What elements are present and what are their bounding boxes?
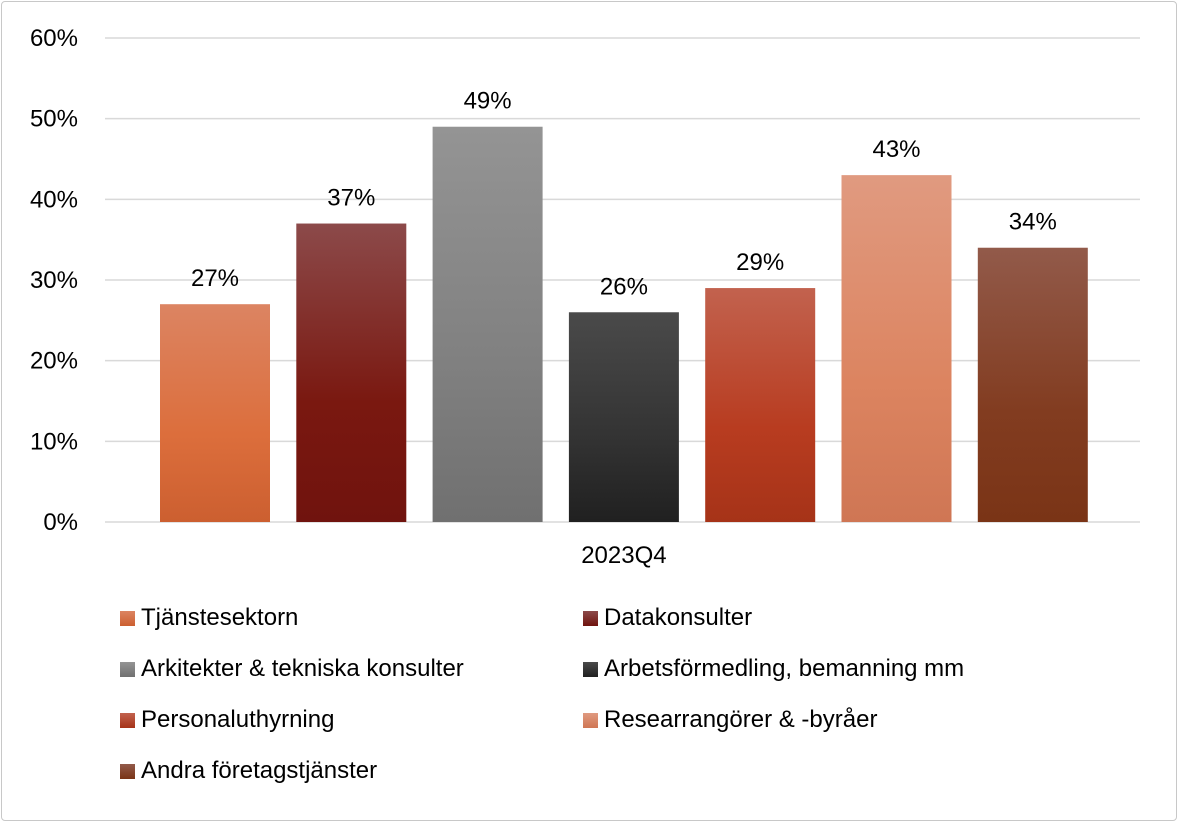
bar-3 — [568, 312, 679, 522]
bar-5 — [841, 175, 952, 522]
legend-label: Datakonsulter — [604, 604, 753, 631]
legend-item: Arbetsförmedling, bemanning mm — [583, 655, 964, 683]
y-tick-label: 60% — [30, 25, 78, 52]
x-category-label: 2023Q4 — [581, 542, 666, 569]
legend-swatch — [120, 712, 135, 728]
legend-label: Researrangörer & -byråer — [604, 706, 878, 733]
legend-swatch — [583, 610, 598, 626]
bar-4 — [705, 288, 816, 522]
legend-swatch — [583, 661, 598, 677]
bar-2 — [432, 126, 543, 522]
bar-0 — [160, 304, 270, 522]
legend-item: Datakonsulter — [583, 604, 752, 632]
data-label: 34% — [1009, 209, 1057, 236]
legend-label: Tjänstesektorn — [141, 604, 299, 631]
legend-swatch — [583, 712, 598, 728]
legend-label: Andra företagstjänster — [141, 757, 378, 784]
data-label: 26% — [600, 273, 648, 300]
y-tick-label: 20% — [30, 348, 78, 375]
data-label: 29% — [736, 249, 784, 276]
bar-1 — [296, 223, 407, 523]
legend-label: Personaluthyrning — [141, 706, 335, 733]
y-tick-label: 50% — [30, 106, 78, 133]
y-tick-label: 0% — [43, 509, 78, 536]
bar-6 — [977, 247, 1088, 522]
y-tick-label: 40% — [30, 186, 78, 213]
legend-label: Arbetsförmedling, bemanning mm — [604, 655, 965, 682]
legend-item: Researrangörer & -byråer — [583, 706, 877, 734]
data-label: 37% — [327, 185, 375, 212]
legend-label: Arkitekter & tekniska konsulter — [141, 655, 464, 682]
data-label: 49% — [464, 88, 512, 115]
legend-item: Arkitekter & tekniska konsulter — [120, 655, 464, 683]
y-tick-label: 10% — [30, 428, 78, 455]
y-tick-label: 30% — [30, 267, 78, 294]
legend-item: Personaluthyrning — [120, 706, 334, 734]
data-label: 43% — [872, 136, 920, 163]
legend-item: Tjänstesektorn — [120, 604, 298, 632]
legend-item: Andra företagstjänster — [120, 757, 377, 785]
legend-swatch — [120, 661, 135, 677]
legend-swatch — [120, 763, 135, 779]
legend-swatch — [120, 610, 135, 626]
data-label: 27% — [191, 265, 239, 292]
